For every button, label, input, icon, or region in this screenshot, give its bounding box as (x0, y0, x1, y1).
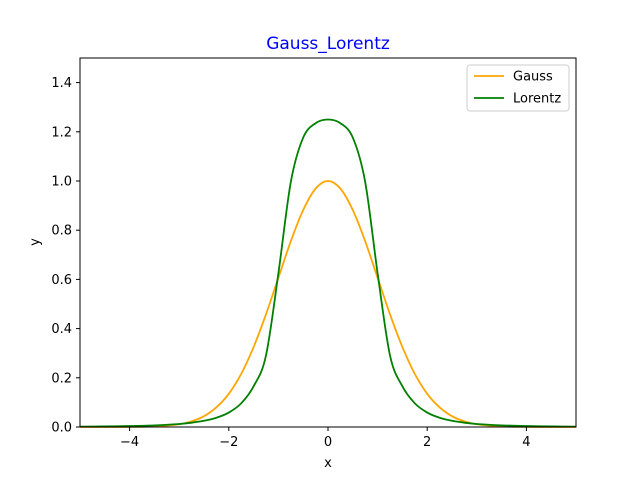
y-tick-label: 1.4 (51, 76, 72, 91)
y-tick-label: 0.4 (51, 322, 72, 337)
x-tick-label: 0 (324, 435, 332, 450)
y-tick-label: 0.8 (51, 224, 72, 239)
y-axis-label: y (28, 238, 43, 246)
y-tick-label: 0.6 (51, 273, 72, 288)
series-line-lorentz (79, 118, 577, 428)
x-tick-label: 4 (522, 435, 530, 450)
legend: Gauss Lorentz (466, 64, 570, 112)
y-axis: 0.0 0.2 0.4 0.6 0.8 1.0 1.2 1.4 (51, 76, 80, 436)
x-tick-label: −4 (120, 435, 139, 450)
y-tick-label: 1.2 (51, 125, 72, 140)
x-axis-label: x (324, 456, 332, 471)
chart-title: Gauss_Lorentz (266, 34, 390, 54)
legend-label-gauss: Gauss (513, 70, 553, 85)
series-line-gauss (79, 180, 577, 428)
x-axis: −4 −2 0 2 4 (120, 427, 531, 450)
y-tick-label: 0.0 (51, 421, 72, 436)
legend-label-lorentz: Lorentz (513, 92, 561, 107)
x-tick-label: 2 (423, 435, 431, 450)
y-tick-label: 0.2 (51, 371, 72, 386)
plot-lines (79, 118, 577, 428)
y-tick-label: 1.0 (51, 175, 72, 190)
x-tick-label: −2 (219, 435, 238, 450)
